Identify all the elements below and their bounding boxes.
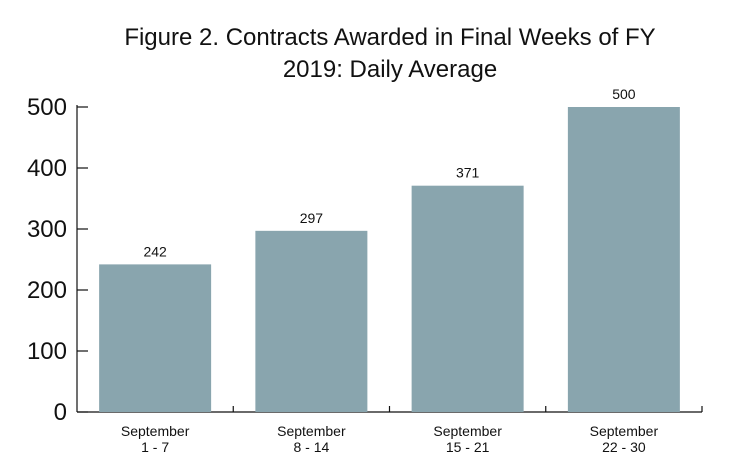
y-tick-label: 400 (27, 155, 67, 182)
chart-title-line-1: Figure 2. Contracts Awarded in Final Wee… (124, 24, 656, 51)
x-tick-label: September (433, 423, 502, 439)
x-tick-label: September (121, 423, 190, 439)
x-tick-label: 8 - 14 (293, 439, 329, 455)
bar (255, 230, 368, 412)
bar (567, 107, 680, 412)
chart-title-line-2: 2019: Daily Average (282, 56, 498, 83)
chart-title: Figure 2. Contracts Awarded in Final Wee… (40, 22, 740, 86)
bar (411, 185, 524, 412)
data-label: 371 (456, 165, 480, 181)
bar (99, 264, 212, 412)
data-label: 500 (612, 86, 636, 102)
y-tick-label: 300 (27, 216, 67, 243)
x-tick-label: September (277, 423, 346, 439)
y-tick-label: 100 (27, 338, 67, 365)
y-tick-label: 500 (27, 94, 67, 121)
x-tick-label: 22 - 30 (602, 439, 646, 455)
data-label: 242 (143, 243, 167, 259)
x-tick-label: 15 - 21 (446, 439, 490, 455)
data-label: 297 (300, 210, 324, 226)
x-tick-label: 1 - 7 (141, 439, 169, 455)
y-tick-label: 200 (27, 277, 67, 304)
x-tick-label: September (590, 423, 659, 439)
y-tick-label: 0 (54, 399, 67, 426)
